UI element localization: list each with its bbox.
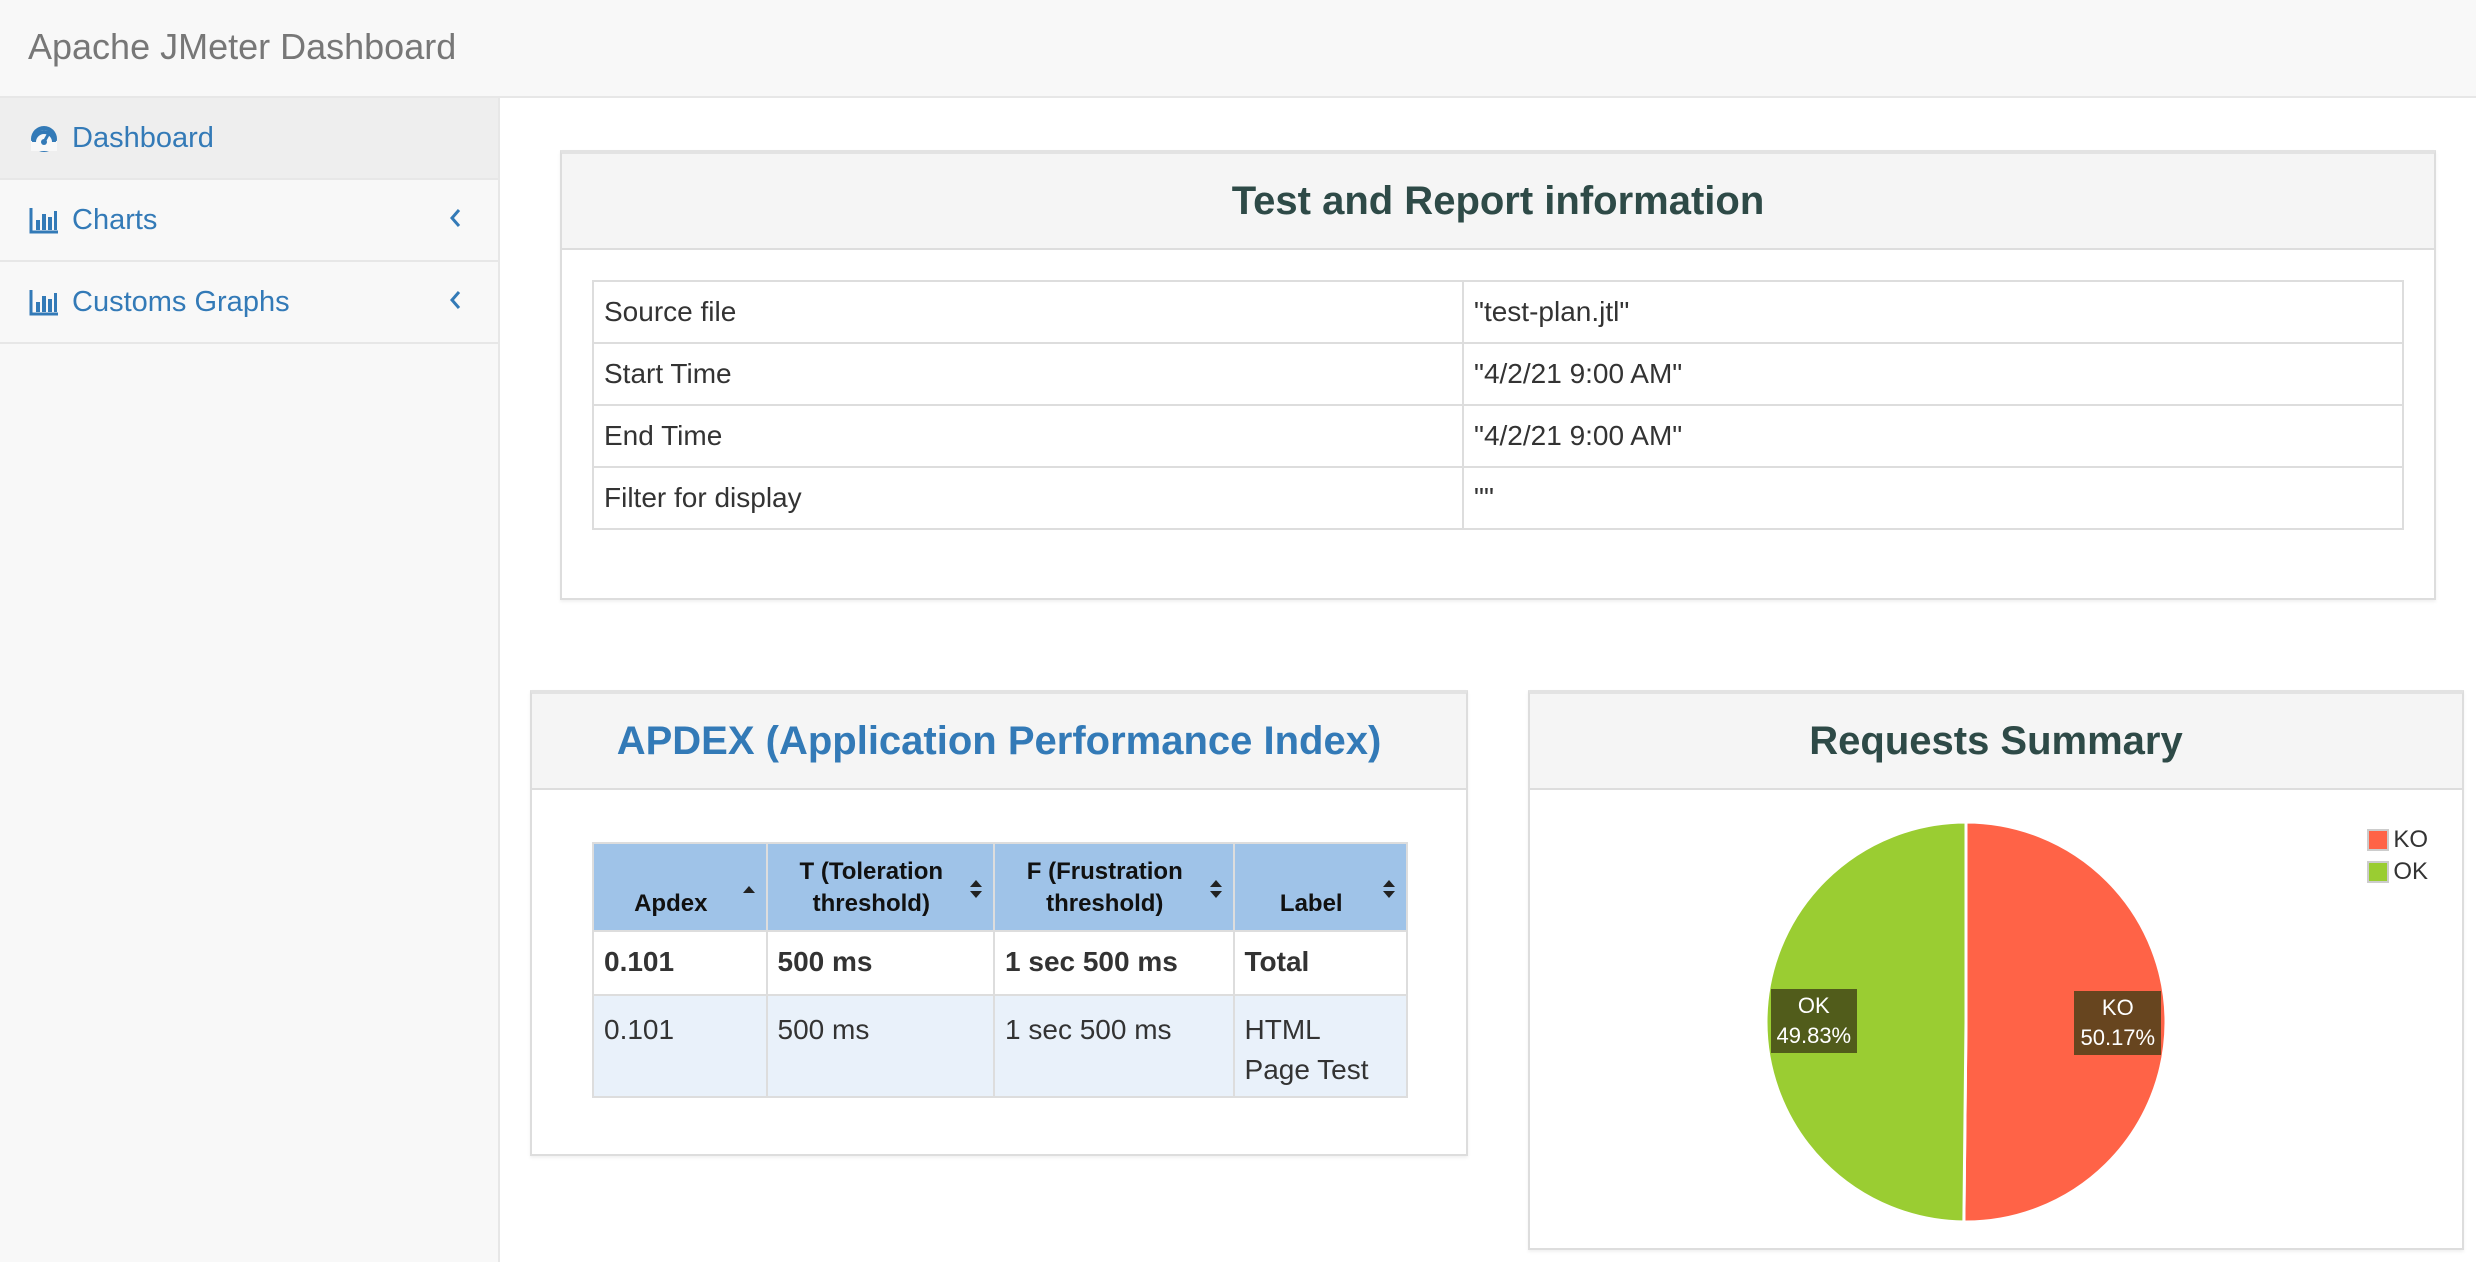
cell-label: HTML Page Test xyxy=(1232,994,1409,1098)
chevron-left-icon[interactable] xyxy=(444,206,468,230)
table-row: Source file "test-plan.jtl" xyxy=(592,280,2404,344)
cell-label-line: Page Test xyxy=(1244,1054,1369,1085)
sidebar-item-charts[interactable]: Charts xyxy=(0,180,498,262)
legend-label: KO xyxy=(2393,826,2428,853)
top-navbar: Apache JMeter Dashboard xyxy=(0,0,2476,98)
info-value: "4/2/21 9:00 AM" xyxy=(1462,342,2404,406)
column-header-label: T (Toleration xyxy=(799,858,944,885)
cell-label-line: HTML xyxy=(1244,1014,1321,1045)
column-header-toleration[interactable]: T (Toleration threshold) xyxy=(765,842,996,932)
legend-item-ok[interactable]: OK xyxy=(2367,856,2428,888)
pie-label-name: KO xyxy=(2101,994,2134,1020)
pie-label-value: 50.17% xyxy=(2080,1024,2156,1050)
panel-title: Requests Summary xyxy=(1809,718,2183,763)
info-key: End Time xyxy=(592,404,1464,468)
column-header-label: F (Frustration xyxy=(1026,858,1183,885)
table-row: Filter for display "" xyxy=(592,466,2404,530)
sidebar-item-dashboard[interactable]: Dashboard xyxy=(0,98,498,180)
cell-apdex: 0.101 xyxy=(592,994,768,1098)
sort-icon xyxy=(1209,880,1222,898)
column-header-label: threshold) xyxy=(1046,890,1164,917)
panel-header: Test and Report information xyxy=(562,154,2434,250)
table-row: Start Time "4/2/21 9:00 AM" xyxy=(592,342,2404,406)
column-header-label: Apdex xyxy=(634,890,708,917)
info-key: Filter for display xyxy=(592,466,1464,530)
info-key: Start Time xyxy=(592,342,1464,406)
column-header-label: threshold) xyxy=(812,890,930,917)
cell-toleration: 500 ms xyxy=(765,994,996,1098)
info-value: "4/2/21 9:00 AM" xyxy=(1462,404,2404,468)
sidebar: Dashboard Charts Customs Graphs xyxy=(0,98,500,1262)
legend-swatch xyxy=(2367,829,2390,851)
sidebar-item-label: Charts xyxy=(72,203,158,236)
info-value: "" xyxy=(1462,466,2404,530)
pie-label-ok: OK 49.83% xyxy=(1770,989,1858,1054)
pie-label-value: 49.83% xyxy=(1776,1023,1852,1049)
pie-slice-ok[interactable] xyxy=(1764,820,1968,1224)
test-report-info-panel: Test and Report information Source file … xyxy=(560,150,2436,600)
column-header-label-col[interactable]: Label xyxy=(1232,842,1409,932)
sidebar-item-label: Dashboard xyxy=(72,121,214,154)
legend-swatch xyxy=(2367,861,2390,883)
sort-icon xyxy=(970,880,983,898)
requests-summary-panel: Requests Summary KO 50.17% OK 49.83% KO OK xyxy=(1528,690,2464,1250)
chevron-left-icon[interactable] xyxy=(444,288,468,312)
column-header-frustration[interactable]: F (Frustration threshold) xyxy=(993,842,1235,932)
panel-title: Test and Report information xyxy=(1231,178,1765,223)
panel-header: Requests Summary xyxy=(1530,694,2462,790)
cell-frustration: 1 sec 500 ms xyxy=(993,994,1235,1098)
legend-label: OK xyxy=(2393,858,2428,885)
panel-header: APDEX (Application Performance Index) xyxy=(532,694,1466,790)
cell-toleration: 500 ms xyxy=(765,930,996,996)
sort-asc-icon xyxy=(742,886,755,893)
brand-title[interactable]: Apache JMeter Dashboard xyxy=(28,26,457,67)
info-key: Source file xyxy=(592,280,1464,344)
apdex-panel: APDEX (Application Performance Index) Ap… xyxy=(530,690,1468,1156)
dashboard-icon xyxy=(31,126,57,152)
pie-label-ko: KO 50.17% xyxy=(2074,990,2162,1055)
column-header-apdex[interactable]: Apdex xyxy=(592,842,768,932)
sidebar-item-customs-graphs[interactable]: Customs Graphs xyxy=(0,262,498,344)
chart-legend: KO OK xyxy=(2367,824,2428,888)
pie-label-name: OK xyxy=(1797,993,1830,1019)
legend-item-ko[interactable]: KO xyxy=(2367,824,2428,856)
sidebar-item-label: Customs Graphs xyxy=(72,285,290,318)
cell-frustration: 1 sec 500 ms xyxy=(993,930,1235,996)
table-row: End Time "4/2/21 9:00 AM" xyxy=(592,404,2404,468)
pie-slice-ko[interactable] xyxy=(1962,820,2168,1224)
column-header-label: Label xyxy=(1279,890,1343,917)
bar-chart-icon xyxy=(29,290,58,316)
table-row: 0.101 500 ms 1 sec 500 ms HTML Page Test xyxy=(592,994,1409,1098)
sort-icon xyxy=(1383,880,1395,898)
cell-label: Total xyxy=(1232,930,1409,996)
cell-apdex: 0.101 xyxy=(592,930,768,996)
bar-chart-icon xyxy=(29,208,58,234)
table-row-total: 0.101 500 ms 1 sec 500 ms Total xyxy=(592,930,1409,996)
apdex-table: Apdex T (Toleration threshold) F (Frustr… xyxy=(592,842,1409,1098)
pie-chart xyxy=(1764,820,2168,1224)
info-value: "test-plan.jtl" xyxy=(1462,280,2404,344)
info-table: Source file "test-plan.jtl" Start Time "… xyxy=(592,280,2404,530)
panel-title[interactable]: APDEX (Application Performance Index) xyxy=(616,718,1382,763)
